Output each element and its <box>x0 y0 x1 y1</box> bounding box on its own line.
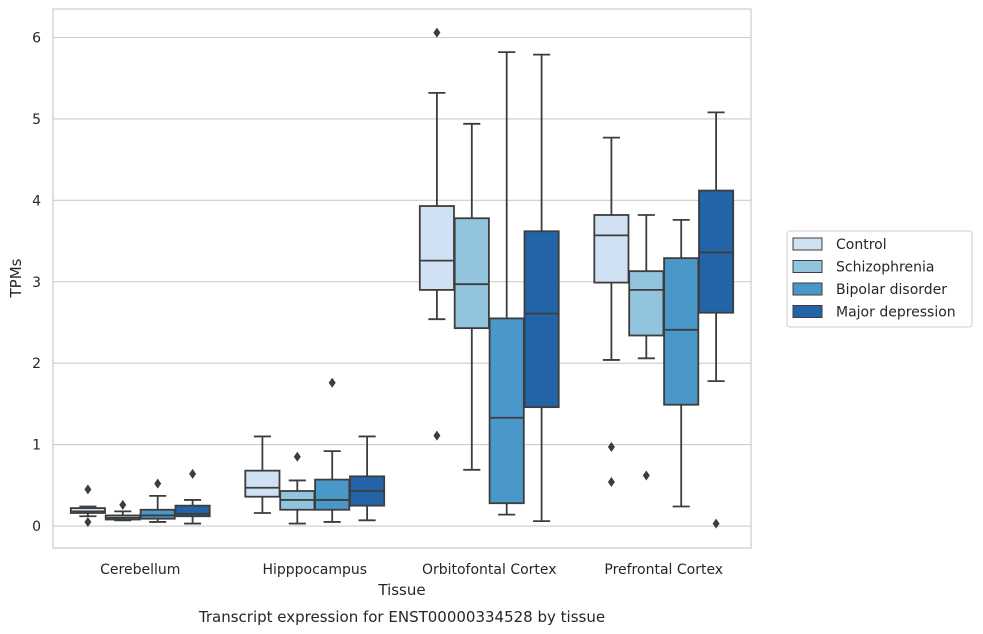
box <box>174 468 211 525</box>
box <box>593 136 630 488</box>
outlier-point <box>84 516 92 527</box>
box <box>279 451 316 525</box>
iqr-box <box>244 469 281 498</box>
outlier-point <box>154 478 162 489</box>
iqr-box <box>628 270 665 337</box>
legend-swatch <box>792 237 823 251</box>
y-axis-title: TPMs <box>7 258 25 298</box>
x-tick-label: Hipppocampus <box>262 562 367 578</box>
y-tick-label: 3 <box>32 275 41 291</box>
x-tick-label: Orbitofontal Cortex <box>422 562 557 578</box>
box <box>488 51 525 516</box>
box <box>69 484 106 527</box>
outlier-point <box>433 430 441 441</box>
y-tick-labels: 0 1 2 3 4 5 6 <box>32 30 41 535</box>
chart-caption: Transcript expression for ENST0000033452… <box>198 608 605 626</box>
outlier-point <box>293 451 301 462</box>
iqr-box <box>139 508 176 520</box>
legend-swatch <box>792 305 823 318</box>
plot-frame <box>52 8 752 549</box>
series-bipolar-disorder <box>139 51 700 523</box>
box <box>663 218 700 508</box>
legend-frame <box>786 230 973 328</box>
outlier-point <box>189 468 197 479</box>
outlier-point <box>328 377 336 388</box>
y-tick-label: 6 <box>32 30 41 46</box>
box-series-group <box>69 27 735 529</box>
legend-label: Bipolar disorder <box>836 282 947 298</box>
iqr-box <box>488 317 525 505</box>
outlier-point <box>712 518 720 529</box>
iqr-box <box>314 478 351 511</box>
box <box>418 27 455 441</box>
outlier-point <box>84 484 92 495</box>
iqr-box <box>523 230 560 409</box>
series-major-depression <box>174 53 735 529</box>
legend-swatch <box>792 282 823 296</box>
outlier-point <box>119 499 127 510</box>
box <box>628 214 665 481</box>
iqr-box <box>174 504 211 518</box>
y-tick-label: 5 <box>32 112 41 128</box>
series-schizophrenia <box>104 122 665 525</box>
outlier-point <box>433 27 441 38</box>
box <box>453 122 490 471</box>
iqr-box <box>593 214 630 284</box>
x-tick-label: Cerebellum <box>100 562 180 578</box>
y-tick-label: 4 <box>32 193 41 209</box>
iqr-box <box>663 257 700 406</box>
x-axis-title: Tissue <box>377 581 425 599</box>
legend-label: Schizophrenia <box>836 260 934 276</box>
outlier-point <box>607 477 615 488</box>
iqr-box <box>418 205 455 291</box>
legend-swatch <box>792 260 823 273</box>
y-tick-label: 0 <box>32 519 41 535</box>
x-tick-labels: Cerebellum Hipppocampus Orbitofontal Corte… <box>100 562 723 578</box>
x-tick-label: Prefrontal Cortex <box>604 562 723 578</box>
box <box>698 111 735 529</box>
y-tick-label: 2 <box>32 356 41 372</box>
y-tick-label: 1 <box>32 438 41 454</box>
iqr-box <box>453 217 490 330</box>
outlier-point <box>607 442 615 453</box>
series-control <box>69 27 630 527</box>
legend-label: Control <box>836 237 887 253</box>
box <box>244 435 281 514</box>
box <box>523 53 560 523</box>
y-gridlines <box>53 36 751 527</box>
outlier-point <box>642 470 650 481</box>
box <box>349 435 386 522</box>
legend: Control Schizophrenia Bipolar disorder Majo… <box>786 230 973 328</box>
legend-label: Major depression <box>836 305 956 321</box>
